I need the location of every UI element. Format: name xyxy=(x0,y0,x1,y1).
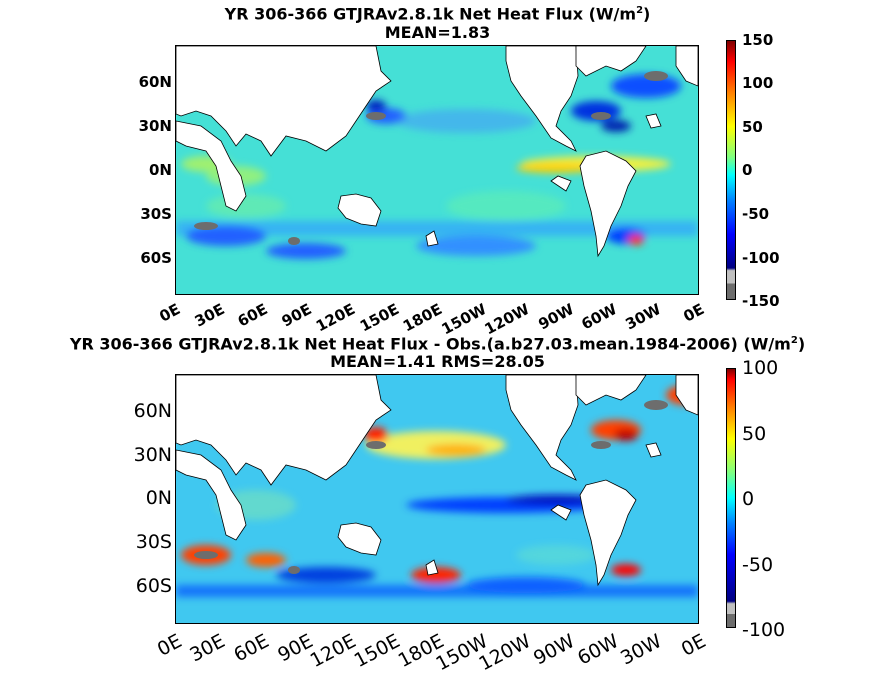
panel2-title-end: ) xyxy=(797,334,806,354)
panel2-lat-60s: 60S xyxy=(135,575,172,597)
panel2-land xyxy=(176,375,698,587)
panel2-lat-30n: 30N xyxy=(133,444,172,466)
panel1-land xyxy=(176,46,698,258)
panel1-lon-label-3: 90E xyxy=(278,300,315,331)
panel1-lon-label-10: 60W xyxy=(578,300,621,334)
panel1-map-svg xyxy=(176,46,698,294)
panel1-lon-label-11: 30W xyxy=(622,300,664,334)
panel2-cbar-tick-100: 100 xyxy=(742,357,779,379)
panel1-title-text: YR 306-366 GTJRAv2.8.1k Net Heat Flux (W… xyxy=(224,4,637,24)
panel2-cbar-tick-m50: -50 xyxy=(742,554,774,576)
panel2-lon-label-2: 60E xyxy=(230,630,273,667)
panel1-title-end: ) xyxy=(643,4,651,24)
panel1-lon-label-9: 90W xyxy=(534,300,577,334)
panel1-lat-30s: 30S xyxy=(140,205,172,223)
panel2-lon-label-11: 30W xyxy=(617,630,666,670)
panel1-lat-60s: 60S xyxy=(140,249,172,267)
panel2-title: YR 306-366 GTJRAv2.8.1k Net Heat Flux - … xyxy=(0,332,875,353)
panel2-lon-label-12: 0E xyxy=(677,630,710,661)
panel2-subtitle: MEAN=1.41 RMS=28.05 xyxy=(330,352,545,371)
panel1-cbar-tick-m100: -100 xyxy=(742,249,780,267)
panel1-colorbar xyxy=(726,40,736,300)
panel2-sea-ice xyxy=(194,400,668,574)
panel2-lon-label-0: 0E xyxy=(153,630,186,661)
panel1-title-sup: 2 xyxy=(636,5,644,16)
panel2-lon-label-10: 60W xyxy=(573,630,623,670)
panel2-lon-label-9: 90W xyxy=(530,630,579,670)
panel1-cbar-tick-m50: -50 xyxy=(742,205,770,223)
panel2-cbar-tick-0: 0 xyxy=(742,488,755,510)
panel1-cbar-tick-m150: -150 xyxy=(742,292,780,310)
panel2-colorbar xyxy=(726,368,736,628)
panel2-map-svg xyxy=(176,375,698,623)
panel1-cbar-tick-0: 0 xyxy=(742,161,753,179)
panel2-lon-label-3: 90E xyxy=(274,630,317,667)
panel2-lat-60n: 60N xyxy=(133,400,172,422)
panel1-lon-label-12: 0E xyxy=(680,300,708,326)
panel1-lat-0n: 0N xyxy=(149,161,172,179)
panel2-cbar-tick-m100: -100 xyxy=(742,619,786,641)
panel2-lat-30s: 30S xyxy=(135,531,172,553)
panel1-map xyxy=(175,45,699,295)
panel1-sea-ice xyxy=(194,71,668,245)
panel1-lon-label-1: 30E xyxy=(191,300,228,331)
panel1-lon-label-5: 150E xyxy=(356,300,402,336)
panel2-lon-label-1: 30E xyxy=(186,630,230,667)
panel1-title: YR 306-366 GTJRAv2.8.1k Net Heat Flux (W… xyxy=(0,2,875,23)
panel2-title-sup: 2 xyxy=(790,335,798,346)
panel1-cbar-tick-150: 150 xyxy=(742,31,774,49)
panel2-title-text: YR 306-366 GTJRAv2.8.1k Net Heat Flux - … xyxy=(69,334,791,354)
panel1-lon-label-0: 0E xyxy=(156,300,184,326)
panel1-cbar-tick-100: 100 xyxy=(742,74,774,92)
panel1-lon-label-4: 120E xyxy=(312,300,359,336)
panel1-cbar-tick-50: 50 xyxy=(742,118,763,136)
panel1-subtitle: MEAN=1.83 xyxy=(384,23,491,42)
panel1-flux-field xyxy=(176,74,698,259)
panel2-lat-0n: 0N xyxy=(145,487,172,509)
panel2-cbar-tick-50: 50 xyxy=(742,423,767,445)
panel1-lon-label-2: 60E xyxy=(234,300,271,331)
panel1-lat-30n: 30N xyxy=(138,117,172,135)
panel1-lon-label-6: 180E xyxy=(400,300,446,336)
panel2-map xyxy=(175,374,699,624)
panel1-lat-60n: 60N xyxy=(138,73,172,91)
